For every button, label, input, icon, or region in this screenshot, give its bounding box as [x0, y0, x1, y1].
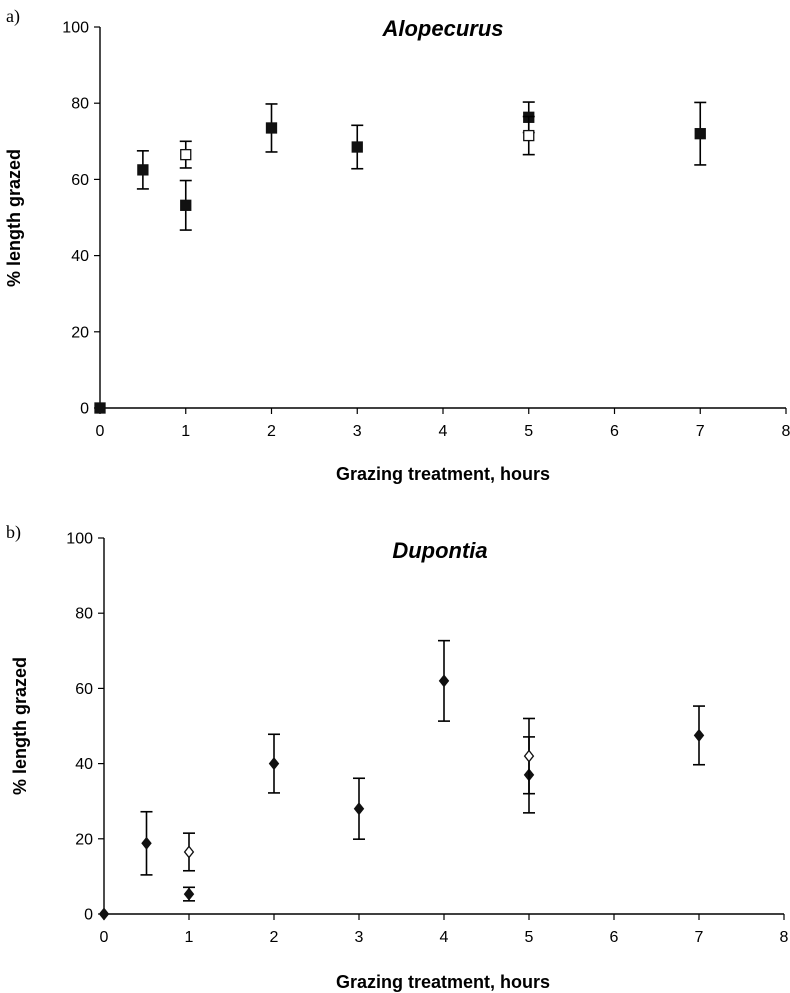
panel-b-filled-diamond-marker	[353, 802, 365, 816]
panel-b-y-axis-label: % length grazed	[10, 657, 30, 795]
panel-a-x-tick-label: 2	[267, 423, 276, 440]
panel-b-filled-diamond-marker	[268, 757, 280, 771]
panel-b-x-tick-label: 7	[695, 929, 704, 946]
panel-a-x-tick-label: 7	[696, 423, 705, 440]
panel-b-y-tick-label: 100	[66, 531, 93, 548]
panel-a-x-tick-label: 8	[782, 423, 790, 440]
panel-b-open-diamond-marker	[523, 749, 535, 763]
panel-b-x-tick-label: 6	[610, 929, 619, 946]
panel-b-y-tick-label: 80	[75, 606, 93, 623]
panel-b-y-tick-label: 40	[75, 756, 93, 773]
panel-b-label: b)	[6, 522, 21, 543]
panel-a-label: a)	[6, 6, 20, 27]
panel-a-filled-square-marker	[694, 128, 706, 140]
panel-b-x-tick-label: 0	[100, 929, 109, 946]
panel-a-y-tick-label: 100	[62, 20, 89, 37]
panel-a-y-tick-label: 0	[80, 401, 89, 418]
panel-b-x-tick-label: 8	[780, 929, 789, 946]
panel-a-filled-square-marker	[265, 122, 278, 134]
panel-b-filled-diamond-marker	[141, 836, 152, 850]
panel-b: b) Dupontia % length grazed Grazing trea…	[6, 522, 789, 992]
panel-b-x-tick-label: 4	[440, 929, 449, 946]
panel-b-title: Dupontia	[392, 538, 487, 563]
panel-b-filled-diamond-marker	[98, 907, 110, 921]
panel-a-y-tick-label: 60	[71, 172, 89, 189]
panel-b-x-tick-label: 3	[355, 929, 364, 946]
panel-a-x-tick-label: 6	[610, 423, 619, 440]
panel-a-x-tick-label: 4	[439, 423, 448, 440]
panel-a-open-square-marker	[180, 148, 192, 161]
panel-b-y-tick-label: 60	[75, 681, 93, 698]
panel-b-filled-diamond-marker	[183, 887, 195, 901]
panel-a-x-tick-label: 3	[353, 423, 362, 440]
panel-a-x-tick-label: 5	[524, 423, 533, 440]
panel-a: a) Alopecurus % length grazed Grazing tr…	[4, 6, 790, 484]
panel-b-open-diamond-marker	[183, 845, 195, 859]
panel-b-y-tick-label: 20	[75, 831, 93, 848]
panel-a-title: Alopecurus	[381, 16, 503, 41]
panel-a-y-axis-label: % length grazed	[4, 149, 24, 287]
panel-b-x-tick-label: 2	[270, 929, 279, 946]
panel-b-x-axis-label: Grazing treatment, hours	[336, 972, 550, 992]
panel-b-y-tick-label: 0	[84, 907, 93, 924]
panel-a-filled-square-marker	[180, 199, 192, 211]
panel-a-filled-square-marker	[94, 402, 106, 414]
panel-b-filled-diamond-marker	[438, 674, 450, 688]
panel-a-filled-square-marker	[137, 164, 149, 176]
panel-a-plot-area: 0 20 40 60 80 100 0 1 2 3 4 5 6 7 8	[62, 20, 790, 441]
panel-a-x-tick-label: 0	[96, 423, 105, 440]
panel-b-x-tick-label: 1	[185, 929, 194, 946]
panel-b-filled-diamond-marker	[693, 728, 705, 742]
panel-a-y-tick-label: 40	[71, 248, 89, 265]
panel-a-x-axis-label: Grazing treatment, hours	[336, 464, 550, 484]
panel-a-y-tick-label: 20	[71, 324, 89, 341]
panel-a-x-tick-label: 1	[181, 423, 190, 440]
panel-b-plot-area: 0 20 40 60 80 100 0 1 2 3 4 5 6 7 8	[66, 531, 788, 947]
panel-a-y-tick-label: 80	[71, 96, 89, 113]
panel-a-open-square-marker	[523, 129, 535, 142]
panel-b-x-tick-label: 5	[525, 929, 534, 946]
panel-a-filled-square-marker	[351, 141, 363, 153]
